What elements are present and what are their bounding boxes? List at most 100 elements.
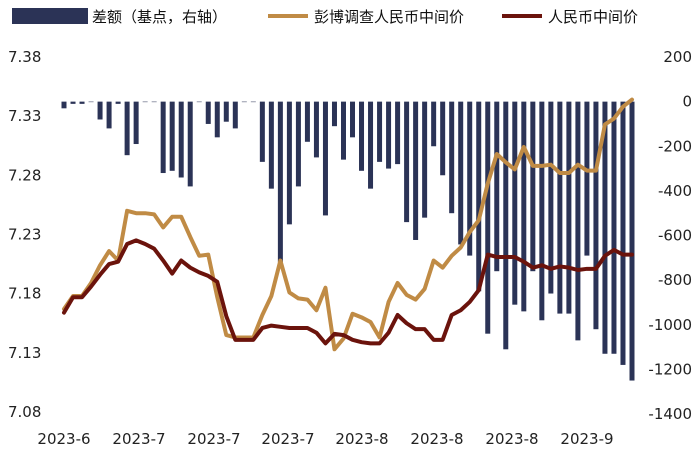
diff-bar xyxy=(575,101,581,341)
diff-bar xyxy=(503,101,509,350)
right-axis: -1400 -1200 -1000 -800 -600 -400 -200 0 200 xyxy=(648,48,692,423)
diff-bar xyxy=(611,101,617,354)
diff-bar xyxy=(160,101,166,174)
right-tick-label: -1200 xyxy=(648,360,692,378)
diff-bar xyxy=(187,101,193,187)
diff-bar xyxy=(241,101,247,103)
diff-bar xyxy=(295,101,301,187)
diff-bar xyxy=(359,101,365,171)
x-tick-label: 2023-6 xyxy=(37,430,90,448)
diff-bar xyxy=(115,101,121,104)
diff-bar xyxy=(620,101,626,365)
diff-bar xyxy=(440,101,446,176)
diff-bar xyxy=(395,101,401,165)
diff-bar xyxy=(557,101,563,314)
price-lines xyxy=(62,97,634,352)
left-tick-label: 7.13 xyxy=(8,344,41,362)
diff-bar xyxy=(593,101,599,330)
legend-label-fixing: 人民币中间价 xyxy=(548,8,638,26)
diff-bar xyxy=(268,101,274,189)
diff-bar xyxy=(88,101,94,103)
diff-bar xyxy=(169,101,175,171)
legend-label-diff: 差额（基点，右轴） xyxy=(92,8,227,26)
diff-bar xyxy=(602,101,608,354)
diff-bar xyxy=(178,101,184,178)
diff-bar xyxy=(286,101,292,225)
diff-bar xyxy=(377,101,383,162)
x-tick-label: 2023-8 xyxy=(335,430,388,448)
diff-bar xyxy=(413,101,419,240)
survey-line xyxy=(62,97,634,352)
diff-bar xyxy=(340,101,346,160)
left-tick-label: 7.08 xyxy=(8,403,41,421)
left-axis: 7.08 7.13 7.18 7.23 7.28 7.33 7.38 xyxy=(8,48,41,421)
x-axis: 2023-6 2023-7 2023-7 2023-7 2023-8 2023-8 2023… xyxy=(37,430,613,448)
diff-bar xyxy=(214,101,220,138)
diff-bar xyxy=(304,101,310,142)
diff-bar xyxy=(404,101,410,223)
x-tick-label: 2023-7 xyxy=(187,430,240,448)
diff-bar xyxy=(512,101,518,305)
right-tick-label: -1000 xyxy=(648,316,692,334)
diff-bar xyxy=(205,101,211,124)
fixing-line xyxy=(62,238,634,346)
diff-bar xyxy=(449,101,455,214)
diff-bar xyxy=(142,101,148,103)
diff-bar xyxy=(539,101,545,321)
diff-bar xyxy=(313,101,319,158)
diff-bar xyxy=(322,101,328,216)
diff-bar xyxy=(79,101,85,104)
diff-bar xyxy=(250,101,256,103)
diff-bar xyxy=(431,101,437,147)
diff-bar xyxy=(494,101,500,272)
diff-bar xyxy=(386,101,392,169)
diff-bar xyxy=(584,101,590,256)
legend-label-survey: 彭博调查人民币中间价 xyxy=(314,8,464,26)
right-tick-label: -400 xyxy=(658,182,692,200)
diff-bar xyxy=(350,101,356,138)
diff-bar xyxy=(151,101,157,103)
diff-bar xyxy=(548,101,554,294)
diff-bar xyxy=(566,101,572,314)
right-tick-label: 0 xyxy=(682,93,692,111)
left-tick-label: 7.28 xyxy=(8,166,41,184)
right-tick-label: 200 xyxy=(663,48,692,66)
diff-bar xyxy=(458,101,464,245)
diff-bar xyxy=(368,101,374,189)
right-tick-label: -600 xyxy=(658,227,692,245)
right-tick-label: -200 xyxy=(658,137,692,155)
x-tick-label: 2023-8 xyxy=(485,430,538,448)
diff-bar xyxy=(97,101,103,120)
diff-bar xyxy=(232,101,238,129)
diff-bar xyxy=(196,101,202,103)
diff-bar xyxy=(467,101,473,256)
left-tick-label: 7.33 xyxy=(8,107,41,125)
diff-bar xyxy=(485,101,491,334)
diff-bar xyxy=(521,101,527,312)
diff-bar xyxy=(106,101,112,129)
legend: 差额（基点，右轴） 彭博调查人民币中间价 人民币中间价 xyxy=(12,8,638,26)
diff-bar xyxy=(277,101,283,263)
diff-bar xyxy=(70,101,76,104)
diff-bar xyxy=(422,101,428,218)
x-tick-label: 2023-7 xyxy=(261,430,314,448)
diff-bar xyxy=(629,101,635,381)
right-tick-label: -1400 xyxy=(648,405,692,423)
diff-bar xyxy=(259,101,265,162)
left-tick-label: 7.38 xyxy=(8,48,41,66)
right-tick-label: -800 xyxy=(658,271,692,289)
diff-bar xyxy=(133,101,139,145)
x-tick-label: 2023-7 xyxy=(112,430,165,448)
left-tick-label: 7.18 xyxy=(8,285,41,303)
diff-bar xyxy=(124,101,130,156)
diff-bar xyxy=(476,101,482,292)
x-tick-label: 2023-8 xyxy=(410,430,463,448)
diff-bar xyxy=(223,101,229,122)
x-tick-label: 2023-9 xyxy=(560,430,613,448)
diff-bar xyxy=(331,101,337,127)
difference-bars xyxy=(61,101,635,381)
diff-bar xyxy=(61,101,67,109)
diff-bar xyxy=(530,101,536,272)
legend-swatch-diff xyxy=(12,8,88,24)
